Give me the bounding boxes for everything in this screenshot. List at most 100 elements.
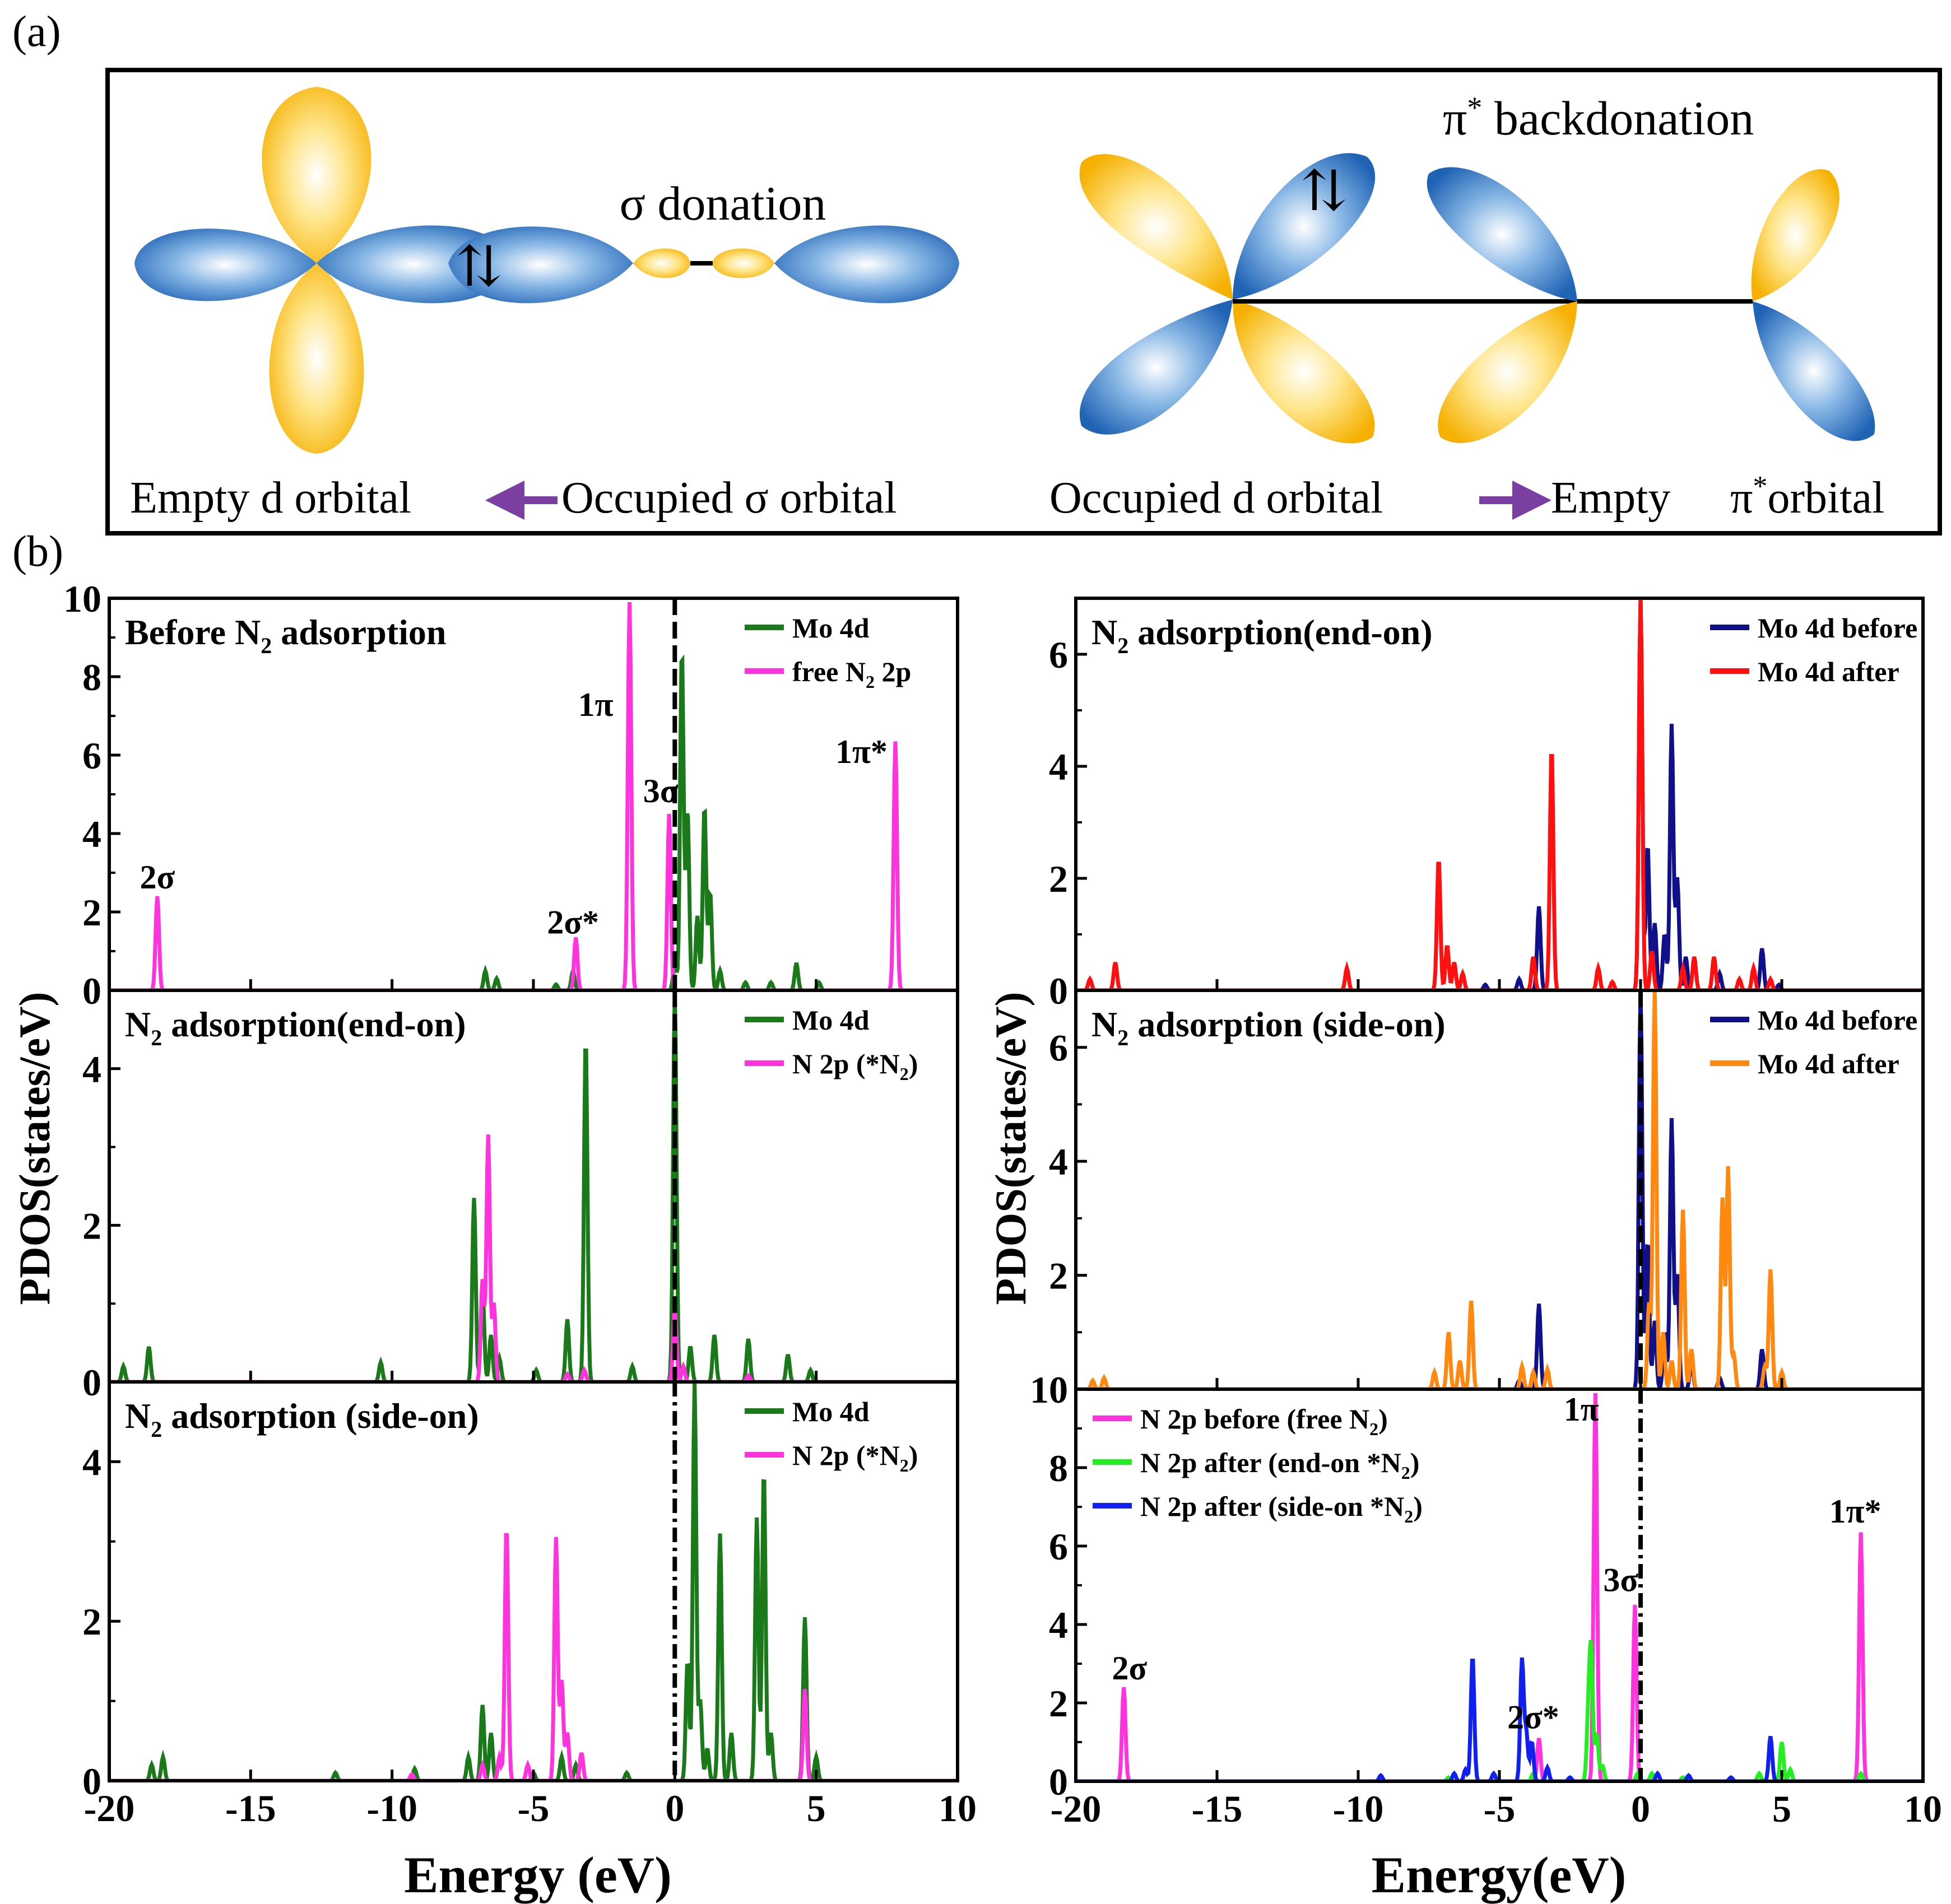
pi-title-symbol: π <box>1443 91 1467 145</box>
legend-text: 2p <box>875 656 911 687</box>
legend-text: Mo 4d <box>792 612 870 644</box>
y-tick-label: 0 <box>82 970 101 1012</box>
peak-annotation: 1π <box>1564 1391 1599 1428</box>
legend-label: Mo 4d after <box>1758 656 1899 687</box>
y-tick-label: 8 <box>82 656 101 699</box>
d-orbital-left-lobe <box>134 229 317 301</box>
y-tick-label: 2 <box>1049 858 1068 900</box>
pi-star-lobe-lower-right <box>1753 301 1875 441</box>
x-tick-label: -10 <box>1333 1787 1384 1830</box>
chart-title: N2 adsorption (side-on) <box>1091 1004 1446 1050</box>
y-tick-label: 2 <box>82 1204 101 1247</box>
y-tick-label: 4 <box>82 1441 101 1483</box>
legend-sub: 2 <box>900 1455 909 1475</box>
legend-label: N 2p before (free N2) <box>1140 1403 1388 1439</box>
series-line-0 <box>109 654 958 990</box>
pi-caption-symbol: π <box>1730 473 1753 523</box>
legend-text: ) <box>909 1440 918 1471</box>
legend-sub: 2 <box>1401 1463 1410 1483</box>
legend-text: ) <box>909 1048 918 1079</box>
chart-title-part: Before N <box>125 612 261 652</box>
x-tick-label: 5 <box>807 1787 826 1829</box>
chart-title-part: N <box>125 1004 151 1044</box>
y-tick-label: 0 <box>1049 1761 1068 1803</box>
x-tick-label: 10 <box>1904 1787 1942 1830</box>
legend-text: ) <box>1410 1447 1420 1478</box>
legend-text: N 2p before (free N <box>1140 1403 1369 1435</box>
pi-backdonation-title: π* backdonation <box>1443 91 1754 145</box>
legend-text: N 2p after (end-on *N <box>1140 1447 1401 1478</box>
y-tick-label: 8 <box>1049 1447 1068 1489</box>
chart-title-part: N <box>1091 1004 1117 1044</box>
legend-sub: 2 <box>900 1064 909 1084</box>
y-tick-label: 4 <box>1049 1604 1068 1646</box>
sigma-donation-title: σ donation <box>620 176 826 230</box>
series-line-1 <box>1076 990 1923 1389</box>
legend-label: free N2 2p <box>792 656 911 692</box>
peak-annotation: 2σ* <box>547 904 599 941</box>
legend-text: ) <box>1413 1491 1423 1522</box>
y-tick-label: 4 <box>82 813 101 855</box>
peak-annotation: 2σ <box>1112 1650 1147 1687</box>
d-lobe-upper-left <box>1079 154 1233 300</box>
legend-label: Mo 4d <box>792 1004 870 1036</box>
pi-star-lobe-upper-right <box>1751 169 1839 301</box>
series-line-2 <box>1076 1657 1923 1781</box>
y-tick-label: 6 <box>1049 1027 1068 1069</box>
x-tick-label: -10 <box>366 1787 417 1829</box>
panel-a-label: (a) <box>12 7 61 55</box>
chart-title: Before N2 adsorption <box>125 612 446 658</box>
d-orbital-right-lobe <box>317 225 510 304</box>
chart-title-sub: 2 <box>261 633 272 658</box>
left-x-axis-label: Energy (eV) <box>404 1846 672 1903</box>
x-tick-label: -5 <box>1484 1787 1516 1830</box>
legend-text: Mo 4d before <box>1758 1004 1917 1036</box>
series-line-1 <box>1076 1640 1923 1781</box>
chart-R3: 0 2 4 6 8 10 -20 -15 -10 -5 0 5 10 N 2p before (free … <box>1030 1368 1942 1830</box>
x-tick-label: 0 <box>1631 1787 1650 1830</box>
peak-annotation: 1π* <box>1829 1493 1882 1530</box>
right-x-axis-label: Energy(eV) <box>1372 1846 1627 1903</box>
legend-label: N 2p after (side-on *N2) <box>1140 1491 1423 1526</box>
pi-star-lobe-lower-left <box>1438 301 1577 443</box>
chart-title: N2 adsorption(end-on) <box>1091 612 1433 658</box>
y-tick-label: 10 <box>63 578 101 620</box>
series-line-1 <box>109 1533 958 1781</box>
legend-label: Mo 4d after <box>1758 1048 1899 1079</box>
right-y-axis-label: PDOS(states/eV) <box>986 992 1035 1305</box>
y-tick-label: 6 <box>82 734 101 777</box>
legend-text: Mo 4d after <box>1758 656 1899 687</box>
pi-electron-pair: ⇅ <box>1300 160 1348 222</box>
panel-b-label: (b) <box>12 527 63 575</box>
legend-text: Mo 4d after <box>1758 1048 1899 1079</box>
left-y-axis-label: PDOS(states/eV) <box>10 992 59 1305</box>
legend-label: N 2p (*N2) <box>792 1440 918 1475</box>
chart-title-sub: 2 <box>1117 1025 1128 1050</box>
peak-annotation: 3σ <box>1603 1562 1638 1599</box>
y-tick-label: 4 <box>82 1048 101 1091</box>
d-orbital-top-lobe <box>262 87 371 263</box>
legend-text: N 2p (*N <box>792 1048 900 1079</box>
sigma-electron-pair: ⇅ <box>456 236 503 298</box>
chart-title-part: adsorption(end-on) <box>1128 612 1432 652</box>
d-lobe-lower-left <box>1079 300 1233 435</box>
y-tick-label: 4 <box>1049 1140 1068 1183</box>
d-lobe-lower-right <box>1233 300 1375 444</box>
x-tick-label: -20 <box>1051 1787 1102 1830</box>
chart-title-part: adsorption <box>272 612 446 652</box>
legend-text: free N <box>792 656 866 687</box>
legend-text: N 2p (*N <box>792 1440 900 1471</box>
n2-small-lobe-left <box>633 248 690 278</box>
chart-title-part: adsorption (side-on) <box>1128 1004 1445 1044</box>
chart-title-part: adsorption(end-on) <box>162 1004 466 1044</box>
pi-title-rest: backdonation <box>1482 91 1754 145</box>
y-tick-label: 6 <box>1049 1525 1068 1568</box>
pi-star-orbital-caption: π*orbital <box>1730 471 1884 523</box>
y-tick-label: 2 <box>1049 1682 1068 1725</box>
panel-a-frame <box>105 68 1942 536</box>
n2-far-lobe <box>774 225 959 304</box>
empty-caption: Empty <box>1551 473 1670 523</box>
chart-L1: 0 2 4 6 8 10 Before N2 adsorption Mo 4d free N2 … <box>63 578 959 1012</box>
peak-annotation: 3σ <box>643 772 679 809</box>
